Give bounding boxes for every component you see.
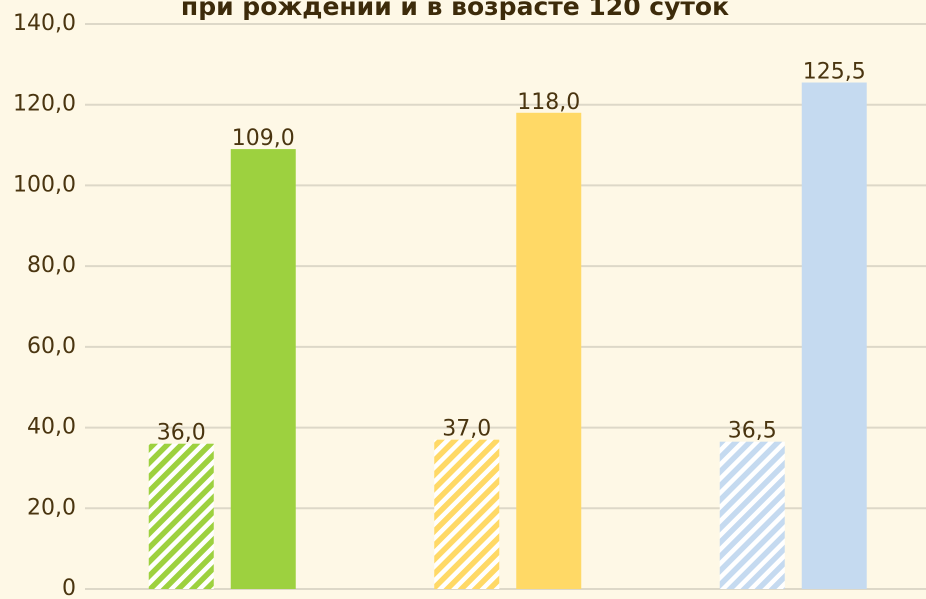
data-label: 118,0 [517,90,580,115]
data-label: 109,0 [232,126,295,151]
y-tick-label: 80,0 [27,253,76,278]
bar [801,82,867,590]
data-label: 37,0 [442,417,491,442]
data-label: 36,5 [728,419,777,444]
bar [230,149,296,589]
y-tick-label: 20,0 [27,495,76,520]
y-tick-label: 0 [62,576,76,599]
bar [516,112,582,590]
y-tick-label: 40,0 [27,415,76,440]
bar [434,439,500,589]
chart-title: при рождении и в возрасте 120 суток [181,0,729,21]
bar [148,443,214,589]
data-label: 125,5 [803,60,866,85]
bar [719,441,785,589]
y-tick-label: 120,0 [13,92,76,117]
y-tick-label: 60,0 [27,334,76,359]
y-tick-label: 140,0 [13,11,76,36]
y-tick-label: 100,0 [13,172,76,197]
data-label: 36,0 [157,421,206,446]
